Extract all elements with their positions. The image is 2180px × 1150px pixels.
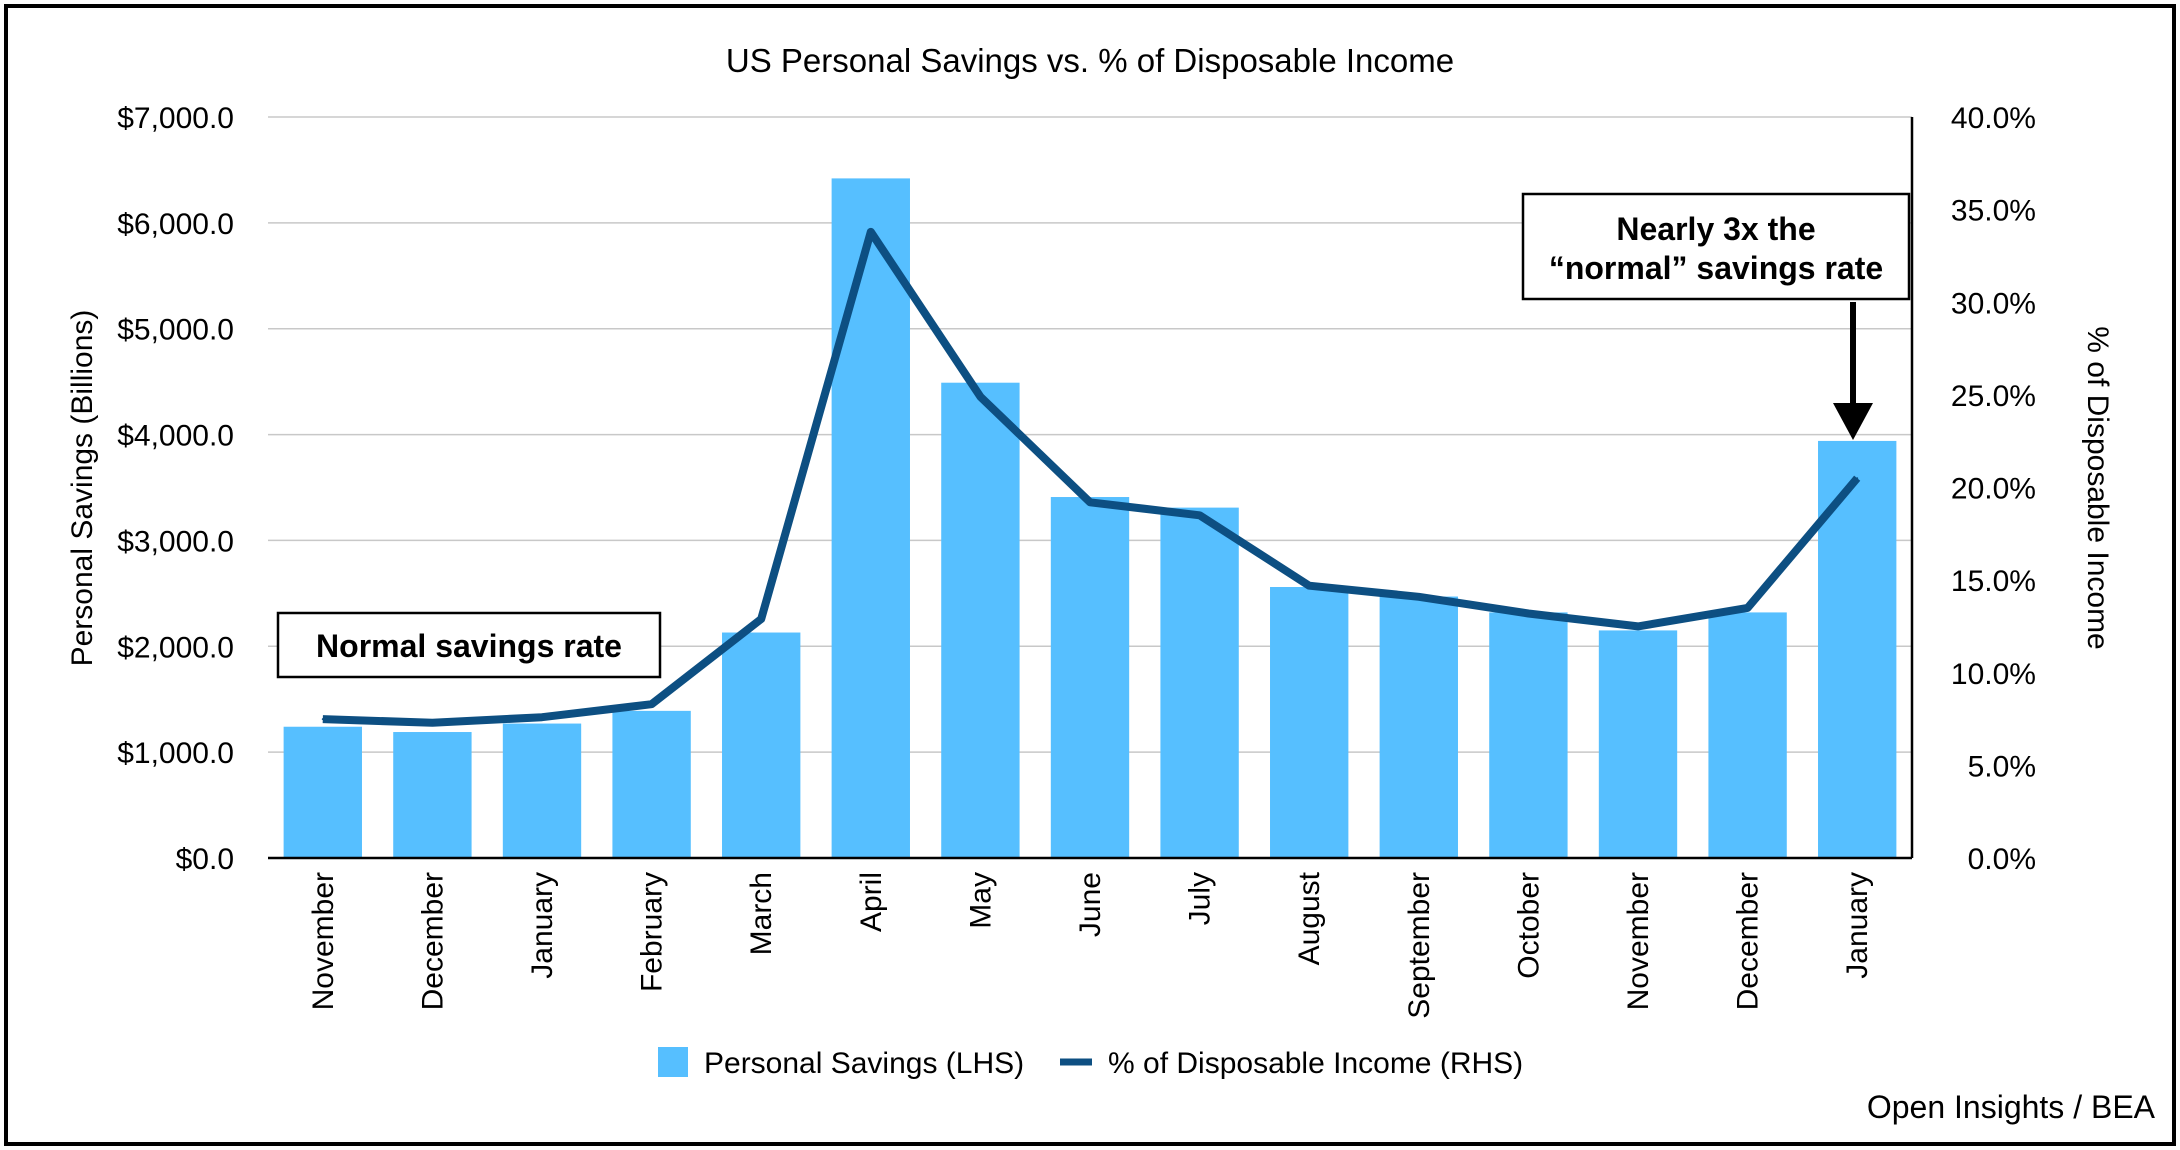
left-tick-label: $4,000.0 — [117, 420, 234, 453]
x-tick-label: May — [964, 872, 997, 929]
right-axis-tick-labels: 0.0% 5.0% 10.0% 15.0% 20.0% 25.0% 30.0% 35.0% 40… — [1951, 102, 2036, 876]
right-tick-label: 40.0% — [1951, 102, 2036, 135]
line-point — [321, 718, 324, 721]
bar — [612, 710, 691, 858]
x-tick-label: March — [745, 872, 778, 955]
left-tick-label: $5,000.0 — [117, 314, 234, 347]
right-tick-label: 15.0% — [1951, 565, 2036, 598]
right-tick-label: 20.0% — [1951, 473, 2036, 506]
bar — [1708, 612, 1787, 858]
axes — [268, 117, 1914, 860]
chart-title: US Personal Savings vs. % of Disposable … — [726, 42, 1454, 79]
annotation-box — [1521, 192, 1911, 301]
line-point — [1637, 625, 1639, 628]
legend: Personal Savings (LHS) % of Disposable I… — [658, 1047, 1523, 1080]
line-point — [541, 716, 543, 719]
annotation-text-line-1: Nearly 3x the — [1616, 211, 1815, 247]
left-axis-title: Personal Savings (Billions) — [66, 310, 99, 667]
right-tick-label: 30.0% — [1951, 287, 2036, 320]
line-point — [431, 721, 434, 724]
bar — [1270, 587, 1349, 858]
bar — [283, 726, 362, 858]
x-tick-label: February — [636, 872, 669, 992]
line-point — [1308, 584, 1311, 587]
x-tick-label: December — [1732, 872, 1765, 1010]
bar — [1489, 612, 1568, 858]
x-tick-label: November — [307, 872, 340, 1010]
line-point — [1198, 514, 1201, 517]
right-tick-label: 0.0% — [1968, 843, 2036, 876]
line-point — [1856, 477, 1859, 480]
legend-swatch-bars — [658, 1047, 688, 1077]
right-tick-label: 10.0% — [1951, 658, 2036, 691]
line-point — [979, 395, 982, 398]
bar — [941, 382, 1020, 858]
left-tick-label: $7,000.0 — [117, 102, 234, 135]
right-axis-title: % of Disposable Income — [2081, 326, 2114, 650]
annotation-text: Normal savings rate — [316, 628, 622, 664]
x-tick-label: August — [1293, 871, 1326, 965]
legend-label-bars: Personal Savings (LHS) — [704, 1047, 1024, 1080]
bar — [502, 723, 582, 858]
line-point — [650, 703, 653, 706]
right-tick-label: 25.0% — [1951, 380, 2036, 413]
left-axis-tick-labels: $0.0 $1,000.0 $2,000.0 $3,000.0 $4,000.0 $5,0… — [117, 102, 234, 876]
x-tick-label: December — [416, 872, 449, 1010]
line-point — [1417, 595, 1420, 598]
source-credit: Open Insights / BEA — [1867, 1089, 2156, 1125]
annotation-box — [276, 611, 662, 679]
x-tick-label: June — [1074, 872, 1107, 937]
right-tick-label: 5.0% — [1968, 750, 2036, 783]
x-tick-label: October — [1512, 872, 1545, 979]
line-point — [1746, 606, 1749, 609]
bar — [1160, 507, 1239, 858]
annotation-arrow-head — [1833, 403, 1873, 440]
x-axis-tick-labels: November December January February March Apri… — [307, 871, 1874, 1018]
annotation-nearly-3x: Nearly 3x the “normal” savings rate — [1521, 192, 1911, 440]
line-point — [869, 230, 872, 233]
left-tick-label: $0.0 — [176, 843, 234, 876]
right-tick-label: 35.0% — [1951, 195, 2036, 228]
legend-label-line: % of Disposable Income (RHS) — [1108, 1047, 1523, 1080]
x-tick-label: September — [1403, 872, 1436, 1019]
x-tick-label: January — [1841, 872, 1874, 979]
bar — [1818, 440, 1897, 858]
annotation-text-line-2: “normal” savings rate — [1549, 250, 1883, 286]
left-tick-label: $2,000.0 — [117, 631, 234, 664]
line-series — [321, 227, 1861, 727]
bar — [831, 178, 910, 858]
line-point — [1089, 501, 1091, 504]
x-tick-label: November — [1622, 872, 1655, 1010]
bar — [1598, 630, 1678, 858]
annotation-normal-rate: Normal savings rate — [276, 611, 662, 679]
left-tick-label: $1,000.0 — [117, 737, 234, 770]
bar-series — [283, 178, 1897, 858]
x-tick-label: April — [855, 872, 888, 932]
left-tick-label: $3,000.0 — [117, 525, 234, 558]
bar — [722, 632, 801, 858]
bar — [1050, 497, 1130, 858]
line-point — [760, 618, 763, 621]
bar — [1379, 596, 1458, 858]
left-tick-label: $6,000.0 — [117, 208, 234, 241]
bar — [393, 732, 472, 858]
line-point — [1527, 612, 1530, 615]
x-tick-label: July — [1184, 872, 1217, 925]
x-tick-label: January — [526, 872, 559, 979]
